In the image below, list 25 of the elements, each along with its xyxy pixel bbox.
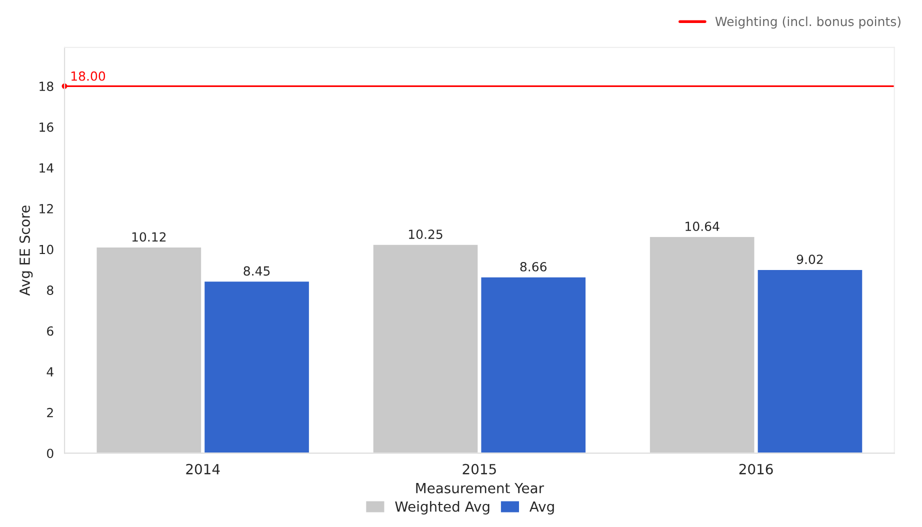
annotation: 18.00 — [71, 71, 106, 81]
data-label: 8.45 — [244, 266, 270, 276]
y-tick-label: 18 — [40, 82, 54, 92]
y-tick-label: 16 — [40, 122, 54, 132]
y-tick-label: 0 — [46, 448, 54, 458]
data-label: 9.02 — [796, 254, 823, 264]
y-tick-label: 4 — [46, 367, 54, 376]
data-label: 10.25 — [408, 230, 442, 240]
data-label: 8.66 — [520, 262, 547, 272]
x-axis-title: Measurement Year — [416, 483, 544, 494]
y-tick-label: 6 — [47, 326, 54, 336]
x-tick-label: 2015 — [462, 464, 496, 474]
legend-label: Avg — [530, 501, 554, 514]
legend-label: Weighted Avg — [395, 501, 490, 514]
y-tick-label: 10 — [40, 244, 54, 254]
legend-label: Weighting (incl. bonus points) — [715, 16, 900, 29]
y-tick-label: 8 — [47, 286, 54, 296]
data-label: 10.12 — [132, 232, 166, 242]
x-tick-label: 2014 — [186, 464, 220, 474]
y-tick-label: 2 — [47, 408, 53, 418]
x-tick-label: 2016 — [739, 464, 773, 474]
y-axis-title: Avg EE Score — [19, 206, 33, 296]
data-label: 10.64 — [686, 222, 720, 232]
y-tick-label: 12 — [40, 204, 53, 214]
y-tick-label: 14 — [40, 163, 54, 172]
